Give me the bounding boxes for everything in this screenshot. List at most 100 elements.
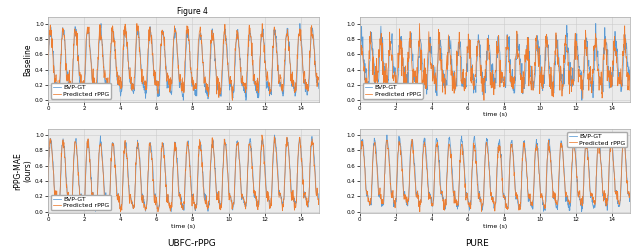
BVP-GT: [559, 83, 567, 86]
Predicted rPPG: [480, 99, 488, 102]
BVP-GT: [74, 155, 81, 158]
BVP-GT: [296, 22, 304, 25]
Predicted rPPG: [237, 192, 245, 195]
BVP-GT: [383, 133, 391, 136]
BVP-GT: [385, 161, 393, 164]
BVP-GT: [242, 99, 250, 102]
BVP-GT: [237, 186, 245, 189]
Predicted rPPG: [472, 73, 479, 76]
Text: Figure 4: Figure 4: [177, 7, 207, 16]
Predicted rPPG: [356, 176, 364, 179]
Predicted rPPG: [133, 22, 141, 25]
BVP-GT: [160, 146, 168, 149]
Predicted rPPG: [44, 68, 52, 71]
Predicted rPPG: [115, 83, 122, 86]
Line: Predicted rPPG: Predicted rPPG: [360, 24, 630, 100]
BVP-GT: [385, 56, 393, 59]
Predicted rPPG: [426, 194, 434, 197]
BVP-GT: [315, 87, 323, 90]
Predicted rPPG: [160, 40, 168, 43]
Predicted rPPG: [385, 160, 393, 163]
BVP-GT: [74, 44, 81, 47]
Predicted rPPG: [315, 198, 323, 201]
Text: PURE: PURE: [465, 239, 489, 248]
Legend: BVP-GT, Predicted rPPG: BVP-GT, Predicted rPPG: [51, 195, 111, 210]
BVP-GT: [315, 200, 323, 203]
BVP-GT: [592, 22, 600, 25]
Predicted rPPG: [154, 210, 162, 213]
Predicted rPPG: [549, 80, 557, 83]
Predicted rPPG: [258, 133, 266, 136]
Legend: BVP-GT, Predicted rPPG: BVP-GT, Predicted rPPG: [363, 83, 422, 99]
Predicted rPPG: [44, 180, 52, 183]
Predicted rPPG: [385, 50, 393, 53]
BVP-GT: [278, 206, 286, 209]
BVP-GT: [160, 34, 168, 37]
Predicted rPPG: [627, 78, 634, 81]
BVP-GT: [560, 165, 568, 168]
BVP-GT: [168, 210, 175, 213]
BVP-GT: [115, 78, 122, 81]
BVP-GT: [248, 162, 256, 165]
Predicted rPPG: [416, 210, 424, 213]
X-axis label: time (s): time (s): [172, 224, 196, 229]
X-axis label: time (s): time (s): [483, 224, 507, 229]
Predicted rPPG: [426, 63, 434, 66]
Predicted rPPG: [356, 55, 364, 58]
Predicted rPPG: [590, 201, 598, 204]
BVP-GT: [115, 192, 122, 195]
Predicted rPPG: [415, 22, 423, 25]
BVP-GT: [271, 133, 278, 136]
Predicted rPPG: [560, 61, 568, 64]
Predicted rPPG: [315, 78, 323, 81]
Legend: BVP-GT, Predicted rPPG: BVP-GT, Predicted rPPG: [567, 132, 627, 147]
Predicted rPPG: [472, 157, 479, 160]
Predicted rPPG: [278, 83, 286, 86]
Predicted rPPG: [549, 187, 557, 190]
BVP-GT: [278, 90, 286, 93]
Predicted rPPG: [248, 165, 256, 168]
BVP-GT: [627, 201, 634, 204]
BVP-GT: [356, 73, 364, 76]
Predicted rPPG: [228, 99, 236, 102]
BVP-GT: [472, 144, 479, 147]
BVP-GT: [248, 52, 256, 55]
BVP-GT: [44, 180, 52, 183]
Predicted rPPG: [249, 63, 257, 66]
BVP-GT: [356, 183, 364, 186]
Predicted rPPG: [627, 197, 634, 200]
BVP-GT: [426, 36, 434, 39]
Line: Predicted rPPG: Predicted rPPG: [48, 24, 319, 100]
Y-axis label: rPPG-MAE
(ours): rPPG-MAE (ours): [13, 152, 32, 190]
BVP-GT: [578, 99, 586, 102]
Line: Predicted rPPG: Predicted rPPG: [48, 135, 319, 212]
BVP-GT: [590, 204, 598, 207]
Predicted rPPG: [278, 209, 286, 212]
Y-axis label: Baseline: Baseline: [23, 43, 32, 76]
Predicted rPPG: [160, 157, 168, 160]
Predicted rPPG: [620, 133, 628, 136]
Predicted rPPG: [115, 192, 122, 195]
Predicted rPPG: [560, 170, 568, 173]
BVP-GT: [426, 194, 434, 197]
BVP-GT: [548, 93, 556, 95]
BVP-GT: [590, 89, 598, 92]
BVP-GT: [472, 85, 479, 88]
BVP-GT: [237, 66, 244, 69]
Predicted rPPG: [590, 49, 598, 52]
X-axis label: time (s): time (s): [483, 112, 507, 117]
Line: BVP-GT: BVP-GT: [360, 135, 630, 212]
BVP-GT: [578, 210, 586, 213]
Line: BVP-GT: BVP-GT: [48, 24, 319, 100]
BVP-GT: [627, 75, 634, 78]
Predicted rPPG: [74, 49, 81, 52]
Line: BVP-GT: BVP-GT: [360, 24, 630, 100]
Line: Predicted rPPG: Predicted rPPG: [360, 135, 630, 212]
BVP-GT: [549, 186, 557, 189]
Legend: BVP-GT, Predicted rPPG: BVP-GT, Predicted rPPG: [51, 83, 111, 99]
Text: UBFC-rPPG: UBFC-rPPG: [168, 239, 216, 248]
Predicted rPPG: [237, 81, 245, 84]
Predicted rPPG: [74, 161, 81, 164]
Line: BVP-GT: BVP-GT: [48, 135, 319, 212]
BVP-GT: [44, 73, 52, 76]
